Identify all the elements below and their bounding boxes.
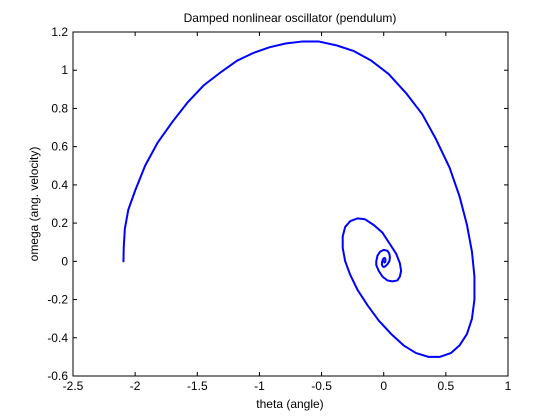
y-tick-label: 0.4 xyxy=(51,178,68,192)
y-tick-label: 1 xyxy=(61,63,68,77)
y-tick-label: 0 xyxy=(61,254,68,268)
y-axis-ticks: -0.6 -0.4 -0.2 0 0.2 0.4 0.6 0.8 1 1.2 xyxy=(47,25,508,383)
y-tick-label: -0.2 xyxy=(47,293,68,307)
x-tick-label: -1.5 xyxy=(187,379,208,393)
chart-title: Damped nonlinear oscillator (pendulum) xyxy=(184,11,397,25)
x-axis-label: theta (angle) xyxy=(256,397,323,411)
series-line xyxy=(122,40,476,358)
plot-area xyxy=(72,31,509,377)
y-axis-label: omega (ang. velocity) xyxy=(27,147,41,262)
y-tick-label: 0.6 xyxy=(51,140,68,154)
y-tick-label: 1.2 xyxy=(51,25,68,39)
x-tick-label: -0.5 xyxy=(311,379,332,393)
x-axis-ticks: -2.5 -2 -1.5 -1 -0.5 0 0.5 1 xyxy=(63,32,512,393)
x-tick-label: -2 xyxy=(130,379,141,393)
x-tick-label: 0 xyxy=(380,379,387,393)
x-tick-label: 1 xyxy=(505,379,512,393)
y-tick-label: -0.4 xyxy=(47,331,68,345)
y-tick-label: 0.8 xyxy=(51,101,68,115)
x-tick-label: 0.5 xyxy=(438,379,455,393)
x-tick-label: -1 xyxy=(254,379,265,393)
y-tick-label: -0.6 xyxy=(47,369,68,383)
series-group xyxy=(122,40,476,358)
y-tick-label: 0.2 xyxy=(51,216,68,230)
x-tick-label: -2.5 xyxy=(63,379,84,393)
